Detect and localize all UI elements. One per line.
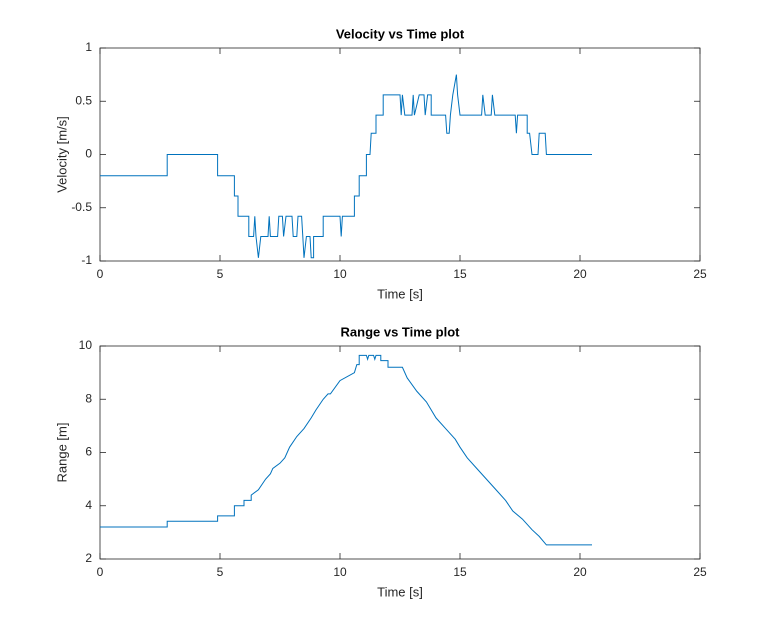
x-tick-label: 15 [453, 267, 467, 281]
chart-title: Range vs Time plot [341, 324, 461, 339]
y-axis-label: Velocity [m/s] [54, 116, 69, 193]
y-tick-label: -0.5 [71, 200, 92, 214]
x-tick-label: 20 [573, 565, 587, 579]
y-tick-label: -1 [81, 253, 92, 267]
x-tick-label: 10 [333, 267, 347, 281]
x-axis-label: Time [s] [377, 286, 423, 301]
x-tick-label: 0 [97, 565, 104, 579]
x-tick-label: 10 [333, 565, 347, 579]
y-tick-label: 0.5 [75, 93, 92, 107]
y-tick-label: 1 [85, 40, 92, 54]
x-tick-label: 25 [693, 267, 707, 281]
y-tick-label: 2 [85, 551, 92, 565]
y-tick-label: 4 [85, 498, 92, 512]
x-tick-label: 5 [217, 565, 224, 579]
axes-background [99, 345, 701, 560]
x-tick-label: 20 [573, 267, 587, 281]
y-tick-label: 6 [85, 445, 92, 459]
y-tick-label: 10 [79, 338, 93, 352]
data-line [100, 74, 592, 259]
x-tick-label: 25 [693, 565, 707, 579]
y-tick-label: 8 [85, 391, 92, 405]
x-axis-label: Time [s] [377, 584, 423, 599]
y-axis-label: Range [m] [54, 423, 69, 483]
x-tick-label: 15 [453, 565, 467, 579]
x-tick-label: 0 [97, 267, 104, 281]
x-tick-label: 5 [217, 267, 224, 281]
y-tick-label: 0 [85, 147, 92, 161]
data-line [100, 354, 592, 546]
chart-title: Velocity vs Time plot [336, 26, 465, 41]
